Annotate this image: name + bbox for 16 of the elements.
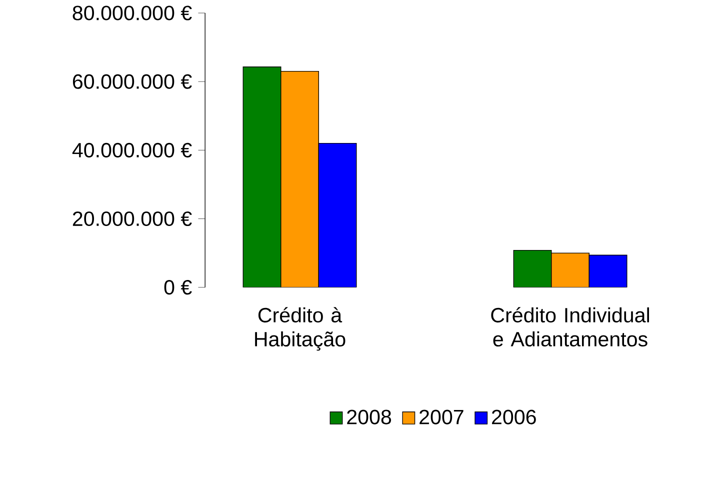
y-tick-label: 0 € (164, 280, 192, 295)
bar (588, 254, 628, 288)
bar (551, 252, 590, 288)
legend-label: 2008 (347, 410, 392, 424)
y-tick-label: 20.000.000 € (72, 212, 192, 226)
y-tick-label: 40.000.000 € (72, 143, 192, 158)
legend-label: 2006 (492, 410, 536, 424)
bar (513, 250, 552, 288)
x-tick-label: Crédito à Habitação (255, 307, 346, 351)
y-tick-label: 80.000.000 € (72, 6, 192, 20)
bar (280, 71, 319, 288)
bar (318, 143, 357, 288)
bar (242, 66, 282, 288)
y-tick-label: 60.000.000 € (72, 74, 192, 89)
legend-label: 2007 (420, 410, 464, 424)
x-tick-label: Crédito Individual e Adiantamentos (491, 307, 649, 347)
